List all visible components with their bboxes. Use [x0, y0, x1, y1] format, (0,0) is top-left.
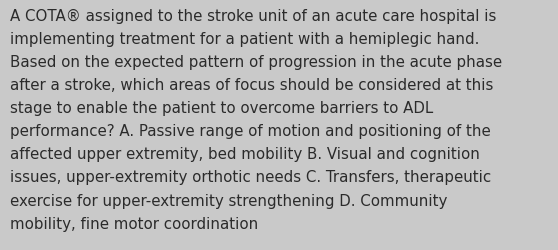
Text: after a stroke, which areas of focus should be considered at this: after a stroke, which areas of focus sho…: [10, 78, 493, 93]
Text: mobility, fine motor coordination: mobility, fine motor coordination: [10, 216, 258, 231]
Text: A COTA® assigned to the stroke unit of an acute care hospital is: A COTA® assigned to the stroke unit of a…: [10, 9, 497, 24]
Text: implementing treatment for a patient with a hemiplegic hand.: implementing treatment for a patient wit…: [10, 32, 479, 47]
Text: performance? A. Passive range of motion and positioning of the: performance? A. Passive range of motion …: [10, 124, 491, 139]
Text: exercise for upper-extremity strengthening D. Community: exercise for upper-extremity strengtheni…: [10, 193, 448, 208]
Text: affected upper extremity, bed mobility B. Visual and cognition: affected upper extremity, bed mobility B…: [10, 147, 480, 162]
Text: stage to enable the patient to overcome barriers to ADL: stage to enable the patient to overcome …: [10, 101, 434, 116]
Text: issues, upper-extremity orthotic needs C. Transfers, therapeutic: issues, upper-extremity orthotic needs C…: [10, 170, 491, 185]
Text: Based on the expected pattern of progression in the acute phase: Based on the expected pattern of progres…: [10, 55, 502, 70]
